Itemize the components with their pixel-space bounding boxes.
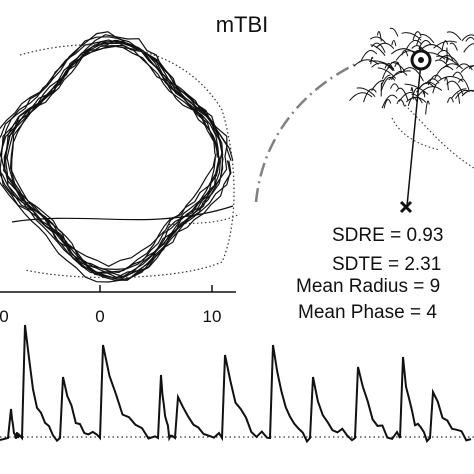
stat-mean-phase: Mean Phase = 4 xyxy=(298,302,437,323)
phase-plane-inner-dotted-trace xyxy=(164,213,241,226)
cluster-stroke xyxy=(468,65,474,69)
cluster-stroke xyxy=(394,62,403,74)
phase-loop xyxy=(0,36,221,283)
time-series-line xyxy=(0,324,472,444)
cluster-stroke xyxy=(377,67,397,79)
cluster-stroke xyxy=(402,67,424,82)
cluster-stroke xyxy=(444,76,449,91)
cluster-stroke xyxy=(371,80,384,91)
phase-loop xyxy=(0,31,217,274)
phase-plane-inner-trace xyxy=(11,205,234,223)
cluster-stroke xyxy=(422,90,426,98)
phase-loop xyxy=(0,42,232,281)
cluster-stroke xyxy=(433,40,457,49)
cluster-stroke xyxy=(369,36,387,44)
cluster-stroke xyxy=(376,31,382,42)
cluster-stroke xyxy=(371,62,394,72)
cluster-stroke xyxy=(465,36,474,42)
cluster-stroke xyxy=(381,66,395,80)
cluster-stroke xyxy=(441,40,449,52)
cluster-stroke xyxy=(446,31,462,41)
cluster-stroke xyxy=(360,49,378,62)
cluster-stroke xyxy=(456,63,473,71)
mean-center-dot xyxy=(418,57,424,63)
cluster-stroke xyxy=(463,90,474,95)
cluster-stroke xyxy=(395,87,409,102)
cluster-stroke xyxy=(381,74,391,85)
cluster-stroke xyxy=(380,76,396,92)
cluster-stroke xyxy=(404,83,429,95)
cluster-stroke xyxy=(389,27,399,37)
cluster-stroke xyxy=(419,33,435,44)
cluster-stroke xyxy=(396,99,405,107)
cluster-stroke xyxy=(388,70,411,81)
cluster-stroke xyxy=(375,42,395,50)
phase-arc-dash-dot xyxy=(254,60,361,203)
phase-loop xyxy=(5,44,221,279)
phase-loop xyxy=(3,45,228,271)
cluster-stroke xyxy=(457,78,470,92)
cluster-stroke xyxy=(356,87,376,98)
cluster-stroke xyxy=(353,59,379,67)
cluster-stroke xyxy=(461,34,474,42)
cluster-stroke xyxy=(391,70,408,81)
cluster-stroke xyxy=(437,49,454,62)
cluster-stroke xyxy=(349,92,373,102)
cluster-stroke xyxy=(425,78,440,85)
polar-dotted-trace-2 xyxy=(391,117,441,151)
phase-loop xyxy=(2,44,220,273)
figure-title: mTBI xyxy=(216,12,269,37)
cluster-stroke xyxy=(416,82,435,93)
x-tick-label: 0 xyxy=(0,307,9,326)
x-tick-label: 0 xyxy=(95,307,104,326)
cluster-stroke xyxy=(383,99,392,109)
cluster-stroke xyxy=(449,42,458,51)
phase-loop xyxy=(10,39,224,280)
trajectory-cluster xyxy=(349,27,474,115)
cluster-stroke xyxy=(405,39,422,51)
cluster-stroke xyxy=(438,75,464,82)
origin-marker xyxy=(399,200,413,214)
cluster-stroke xyxy=(390,48,415,55)
cluster-stroke xyxy=(363,88,377,103)
cluster-stroke xyxy=(391,40,397,47)
phase-loop xyxy=(0,39,234,279)
cluster-stroke xyxy=(369,60,395,70)
time-series-trace xyxy=(0,324,472,444)
cluster-stroke xyxy=(401,32,422,41)
radius-line xyxy=(406,61,422,207)
cluster-stroke xyxy=(381,94,398,109)
cluster-stroke xyxy=(390,83,400,89)
cluster-stroke xyxy=(451,88,467,99)
cluster-stroke xyxy=(405,96,427,103)
stat-sdre: SDRE = 0.93 xyxy=(332,225,443,246)
cluster-stroke xyxy=(457,92,460,104)
stat-mean-radius: Mean Radius = 9 xyxy=(296,276,440,297)
stat-sdte: SDTE = 2.31 xyxy=(332,254,441,275)
cluster-stroke xyxy=(442,63,463,70)
phase-loop xyxy=(6,40,218,278)
cluster-stroke xyxy=(445,56,449,64)
cluster-stroke xyxy=(425,100,430,115)
x-tick-label: 10 xyxy=(203,307,222,326)
cluster-stroke xyxy=(452,71,464,79)
cluster-stroke xyxy=(370,56,374,65)
phase-plane-loops xyxy=(0,31,234,283)
phase-loop xyxy=(9,34,224,279)
cluster-stroke xyxy=(407,96,418,106)
cluster-stroke xyxy=(439,55,460,66)
cluster-stroke xyxy=(417,86,443,97)
cluster-stroke xyxy=(463,43,474,53)
cluster-stroke xyxy=(421,44,444,52)
cluster-stroke xyxy=(410,87,414,100)
cluster-stroke xyxy=(434,59,450,68)
cluster-stroke xyxy=(418,40,432,49)
cluster-stroke xyxy=(447,97,454,103)
cluster-stroke xyxy=(370,44,386,56)
cluster-stroke xyxy=(460,65,474,73)
